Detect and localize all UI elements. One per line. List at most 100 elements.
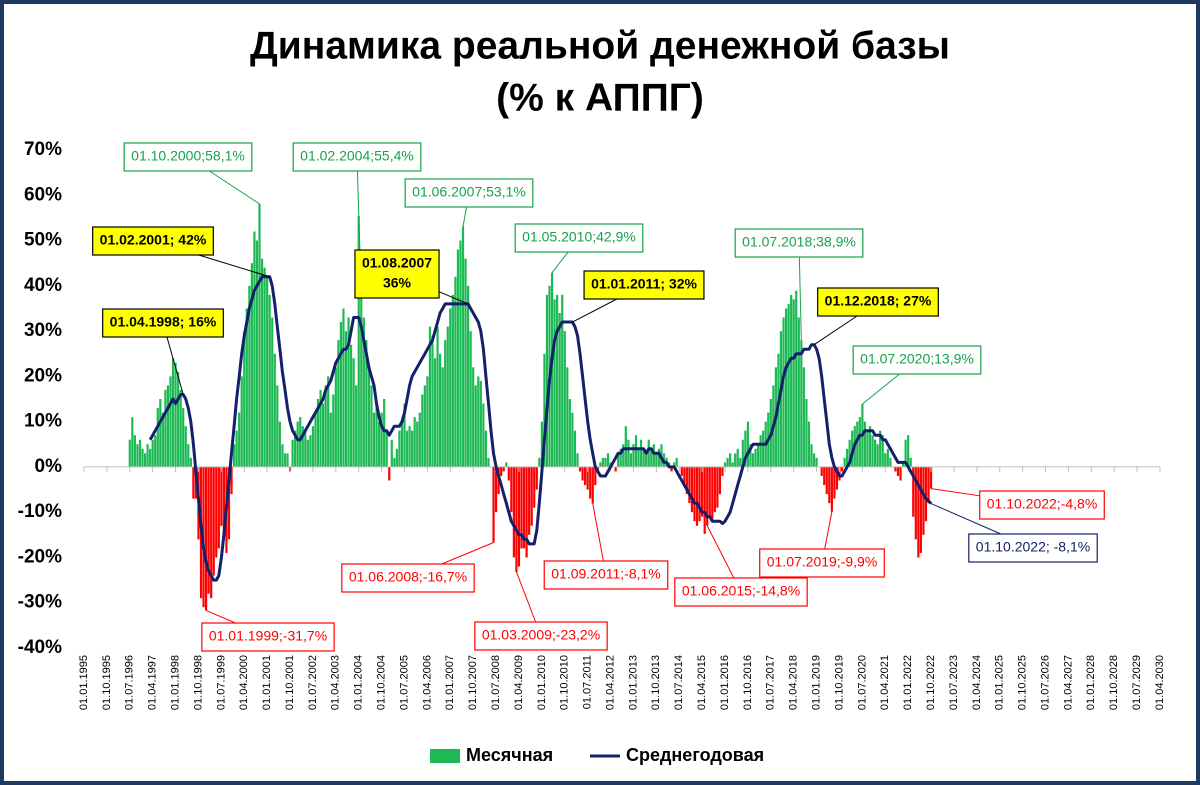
annotation: 01.10.2000;58,1% [123,142,260,205]
bar [278,421,281,467]
x-tick-label: 01.10.2004 [376,655,388,710]
x-tick-label: 01.10.2001 [284,655,296,710]
bar [311,426,315,467]
x-tick-label: 01.07.1996 [124,655,136,710]
bar [919,466,922,553]
bar [441,367,444,467]
annotation-label: 36% [383,275,412,291]
bar [723,462,727,467]
bar [380,412,383,467]
annotation: 01.03.2009;-23,2% [474,571,608,651]
bar [232,444,236,467]
bar [637,448,640,467]
bar [177,371,180,467]
bar [245,308,248,467]
bar [690,466,694,513]
bar [426,376,429,467]
annotation-label: 01.10.2000;58,1% [131,148,245,164]
bar [316,399,320,467]
bar [431,335,434,467]
annotation-box [674,577,808,607]
bar [520,466,523,549]
bar [507,466,510,481]
annotation: 01.08.2007 36% [354,249,469,305]
bar [754,448,757,467]
bar [528,466,531,535]
x-tick-label: 01.07.2005 [398,655,410,710]
bar [283,453,287,467]
annotation-leader [198,254,270,278]
bar [405,430,409,467]
bar [322,403,325,467]
bar [713,466,716,513]
bar [515,466,518,572]
annotation-leader [592,503,604,562]
bar [848,439,851,467]
x-tick-label: 01.07.2029 [1131,655,1143,710]
annotation: 01.07.2019;-9,9% [759,511,885,578]
annotation-label: 01.05.2010;42,9% [522,229,636,245]
bar [856,421,859,467]
y-tick-label: 50% [24,230,62,251]
bar [138,439,142,467]
bar [510,466,513,513]
bar [535,466,538,490]
bar [375,403,378,467]
bar [342,308,345,467]
bar [591,466,594,504]
x-tick-label: 01.07.2002 [307,655,319,710]
annotation-box [979,490,1105,520]
bar [563,331,566,467]
bar [189,457,192,467]
bar [673,462,676,467]
bar [917,466,920,558]
bar [685,466,688,495]
bar [400,421,404,467]
annotation-box [514,223,644,253]
y-tick-label: -30% [18,592,62,613]
annotation-leader [551,251,569,273]
bar [538,457,541,467]
bar [540,421,543,467]
bar [456,249,460,467]
annotation: 01.04.1998; 16% [102,308,224,395]
bar [131,417,134,467]
line-series [148,275,933,582]
annotation-label: 01.01.1999;-31,7% [209,628,327,644]
annotation-box [759,548,885,578]
annotation: 01.06.2015;-14,8% [674,525,808,607]
bar [357,216,360,467]
annotation-box [404,178,534,208]
y-tick-label: 20% [24,365,62,386]
bar [879,430,882,467]
annotation-leader [209,170,260,205]
annotation-label: 01.01.2011; 32% [591,276,697,292]
bar [433,358,437,467]
annotation-label: 01.02.2004;55,4% [300,148,414,164]
bar [390,439,393,467]
bar [629,453,633,467]
legend-swatch [430,749,460,763]
bar [253,231,256,467]
annotation-leader [930,488,980,497]
bar [477,376,480,467]
bar [782,317,785,467]
x-tick-label: 01.01.2016 [719,655,731,710]
bar [749,444,752,467]
x-tick-label: 01.01.2001 [261,655,273,710]
bar [454,276,457,467]
annotation-label: 01.07.2018;38,9% [742,234,856,250]
bar [744,430,747,467]
bar [866,430,869,467]
bar [408,426,411,467]
bar [319,389,322,467]
bar [306,439,309,467]
bar [367,367,370,467]
bar [260,258,264,467]
annotation-box [123,142,253,172]
x-tick-label: 01.04.2006 [421,655,433,710]
bar [876,444,879,467]
x-tick-label: 01.10.1995 [101,655,113,710]
bar [614,466,617,472]
bar [825,466,828,495]
